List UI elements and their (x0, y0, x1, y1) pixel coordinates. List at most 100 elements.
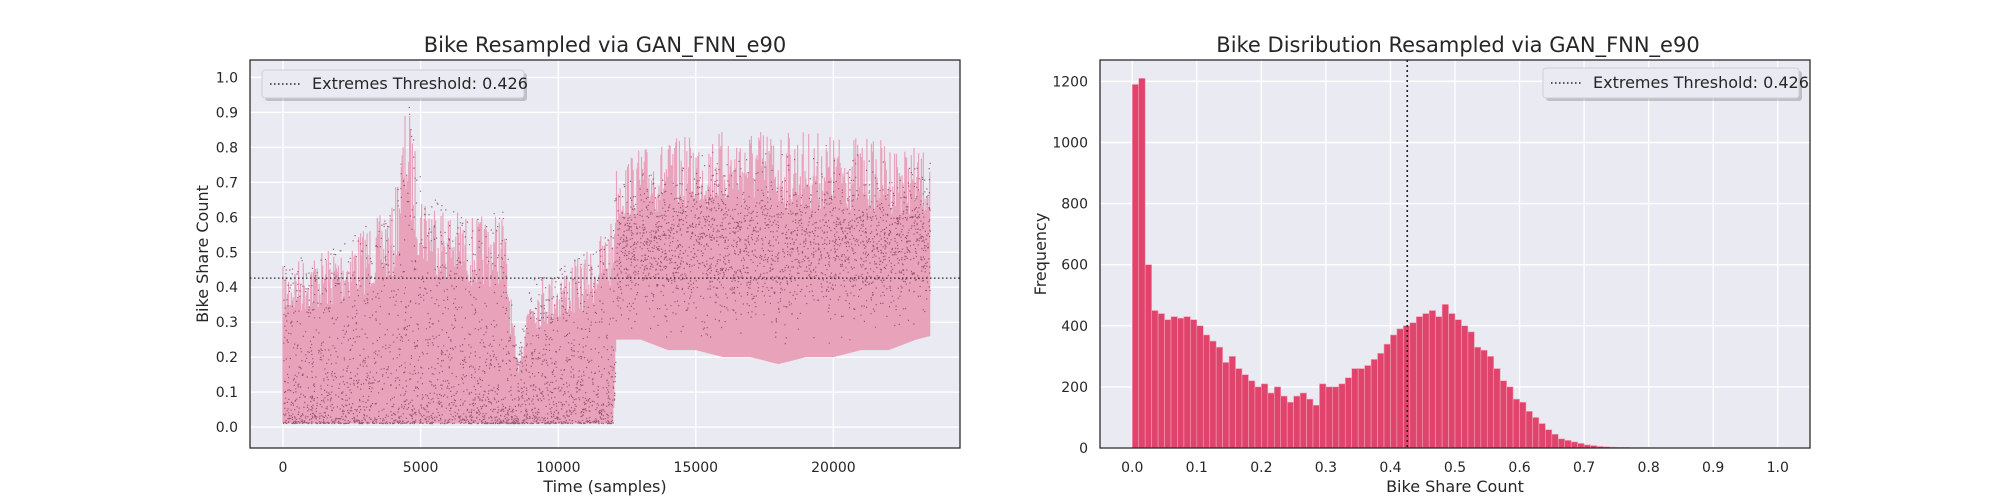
y-tick-label: 0.0 (216, 420, 238, 436)
y-tick-label: 400 (1061, 319, 1088, 335)
histogram-bar (1241, 374, 1249, 449)
x-tick-label: 0.1 (1186, 460, 1208, 476)
legend-box (261, 69, 525, 99)
time-series-y-axis-label: Bike Share Count (193, 185, 212, 323)
time-series-data (282, 106, 931, 425)
y-tick-label: 0.6 (216, 210, 238, 226)
y-tick-label: 800 (1061, 197, 1088, 213)
histogram-bar (1299, 392, 1307, 449)
y-tick-label: 0 (1079, 441, 1088, 457)
histogram-bar (1170, 316, 1178, 449)
histogram-bar (1448, 313, 1456, 449)
histogram-bar (1235, 368, 1243, 449)
histogram-bar (1390, 334, 1398, 449)
histogram-bar (1396, 328, 1404, 449)
time-series-markers (283, 106, 931, 425)
legend-entry-threshold: Extremes Threshold: 0.426 (1593, 73, 1809, 92)
histogram-bar (1254, 386, 1262, 449)
time-series-legend: Extremes Threshold: 0.426 (261, 69, 528, 101)
histogram-bar (1131, 84, 1140, 449)
histogram-bar (1512, 398, 1520, 449)
histogram-bar (1338, 383, 1346, 449)
histogram-bar (1551, 433, 1559, 449)
histogram-bar (1435, 316, 1443, 449)
histogram-bar (1261, 383, 1269, 449)
histogram-bar (1344, 377, 1353, 449)
x-tick-label: 0.8 (1638, 460, 1660, 476)
distribution-y-ticks: 0 200 400 600 800 1000 1200 (1052, 74, 1088, 457)
histogram-bar (1183, 316, 1191, 449)
x-tick-label: 0.3 (1315, 460, 1337, 476)
x-tick-label: 5000 (403, 460, 439, 476)
histogram-bar (1267, 392, 1275, 449)
histogram-bar (1202, 334, 1211, 449)
histogram-bar (1332, 386, 1340, 449)
y-tick-label: 0.2 (216, 350, 238, 366)
time-series-chart: Bike Resampled via GAN_FNN_e90 0 5000 1000… (193, 33, 961, 496)
y-tick-label: 0.1 (216, 385, 238, 401)
y-tick-label: 600 (1061, 258, 1088, 274)
histogram-bar (1545, 429, 1553, 449)
histogram-bar (1222, 362, 1230, 449)
y-tick-label: 1200 (1052, 74, 1088, 90)
x-tick-label: 0.5 (1444, 460, 1466, 476)
histogram-bar (1493, 368, 1501, 449)
distribution-chart: Bike Disribution Resampled via GAN_FNN_e… (1031, 33, 1811, 496)
histogram-bar (1325, 386, 1333, 449)
histogram-bar (1519, 401, 1527, 449)
histogram-bar (1357, 368, 1365, 449)
histogram-bar (1273, 386, 1282, 449)
histogram-bar (1157, 313, 1165, 449)
y-tick-label: 0.5 (216, 245, 238, 261)
histogram-bar (1228, 356, 1236, 449)
x-tick-label: 0.4 (1379, 460, 1401, 476)
histogram-bar (1306, 398, 1314, 449)
x-tick-label: 0 (279, 460, 288, 476)
time-series-x-axis-label: Time (samples) (542, 477, 666, 496)
histogram-bar (1144, 264, 1152, 449)
histogram-bar (1564, 440, 1572, 449)
histogram-bar (1286, 401, 1294, 449)
distribution-axes-frame (1099, 59, 1811, 449)
histogram-bar (1377, 352, 1385, 449)
histogram-bar (1164, 319, 1172, 449)
time-series-axes-frame (249, 59, 961, 449)
x-tick-label: 0.2 (1250, 460, 1272, 476)
histogram-bar (1177, 317, 1185, 449)
y-tick-label: 1.0 (216, 70, 238, 86)
histogram-bar (1441, 304, 1449, 449)
y-tick-label: 0.9 (216, 105, 238, 121)
legend-entry-threshold: Extremes Threshold: 0.426 (312, 74, 528, 93)
x-tick-label: 15000 (674, 460, 719, 476)
x-tick-label: 20000 (811, 460, 856, 476)
histogram-bar (1364, 365, 1372, 449)
histogram-bar (1215, 346, 1223, 449)
distribution-x-axis-label: Bike Share Count (1386, 477, 1524, 496)
histogram-bar (1532, 417, 1540, 449)
histogram-bar (1280, 395, 1288, 449)
x-tick-label: 0.9 (1702, 460, 1724, 476)
histogram-bar (1383, 343, 1391, 449)
histogram-bar (1557, 438, 1566, 449)
time-series-line (282, 115, 931, 424)
distribution-x-ticks: 0.0 0.1 0.2 0.3 0.4 0.5 0.6 0.7 0.8 0.9 1.0 (1121, 460, 1789, 476)
y-tick-label: 0.8 (216, 140, 238, 156)
histogram-bar (1351, 368, 1359, 449)
legend-box (1542, 67, 1800, 99)
x-tick-label: 10000 (536, 460, 581, 476)
histogram-bar (1461, 325, 1469, 449)
histogram-bar (1293, 395, 1301, 449)
histogram-bar (1486, 356, 1495, 449)
distribution-legend: Extremes Threshold: 0.426 (1542, 67, 1809, 101)
x-tick-label: 0.7 (1573, 460, 1595, 476)
histogram-bar (1196, 325, 1204, 449)
histogram-bar (1312, 404, 1320, 449)
histogram-bar (1506, 386, 1514, 449)
x-tick-label: 0.6 (1508, 460, 1530, 476)
histogram-bar (1209, 340, 1217, 449)
histogram-bar (1570, 441, 1578, 449)
time-series-y-ticks: 0.0 0.1 0.2 0.3 0.4 0.5 0.6 0.7 0.8 0.9 1.0 (216, 70, 238, 436)
histogram-bar (1454, 319, 1462, 449)
histogram-bar (1422, 313, 1430, 449)
y-tick-label: 0.3 (216, 315, 238, 331)
